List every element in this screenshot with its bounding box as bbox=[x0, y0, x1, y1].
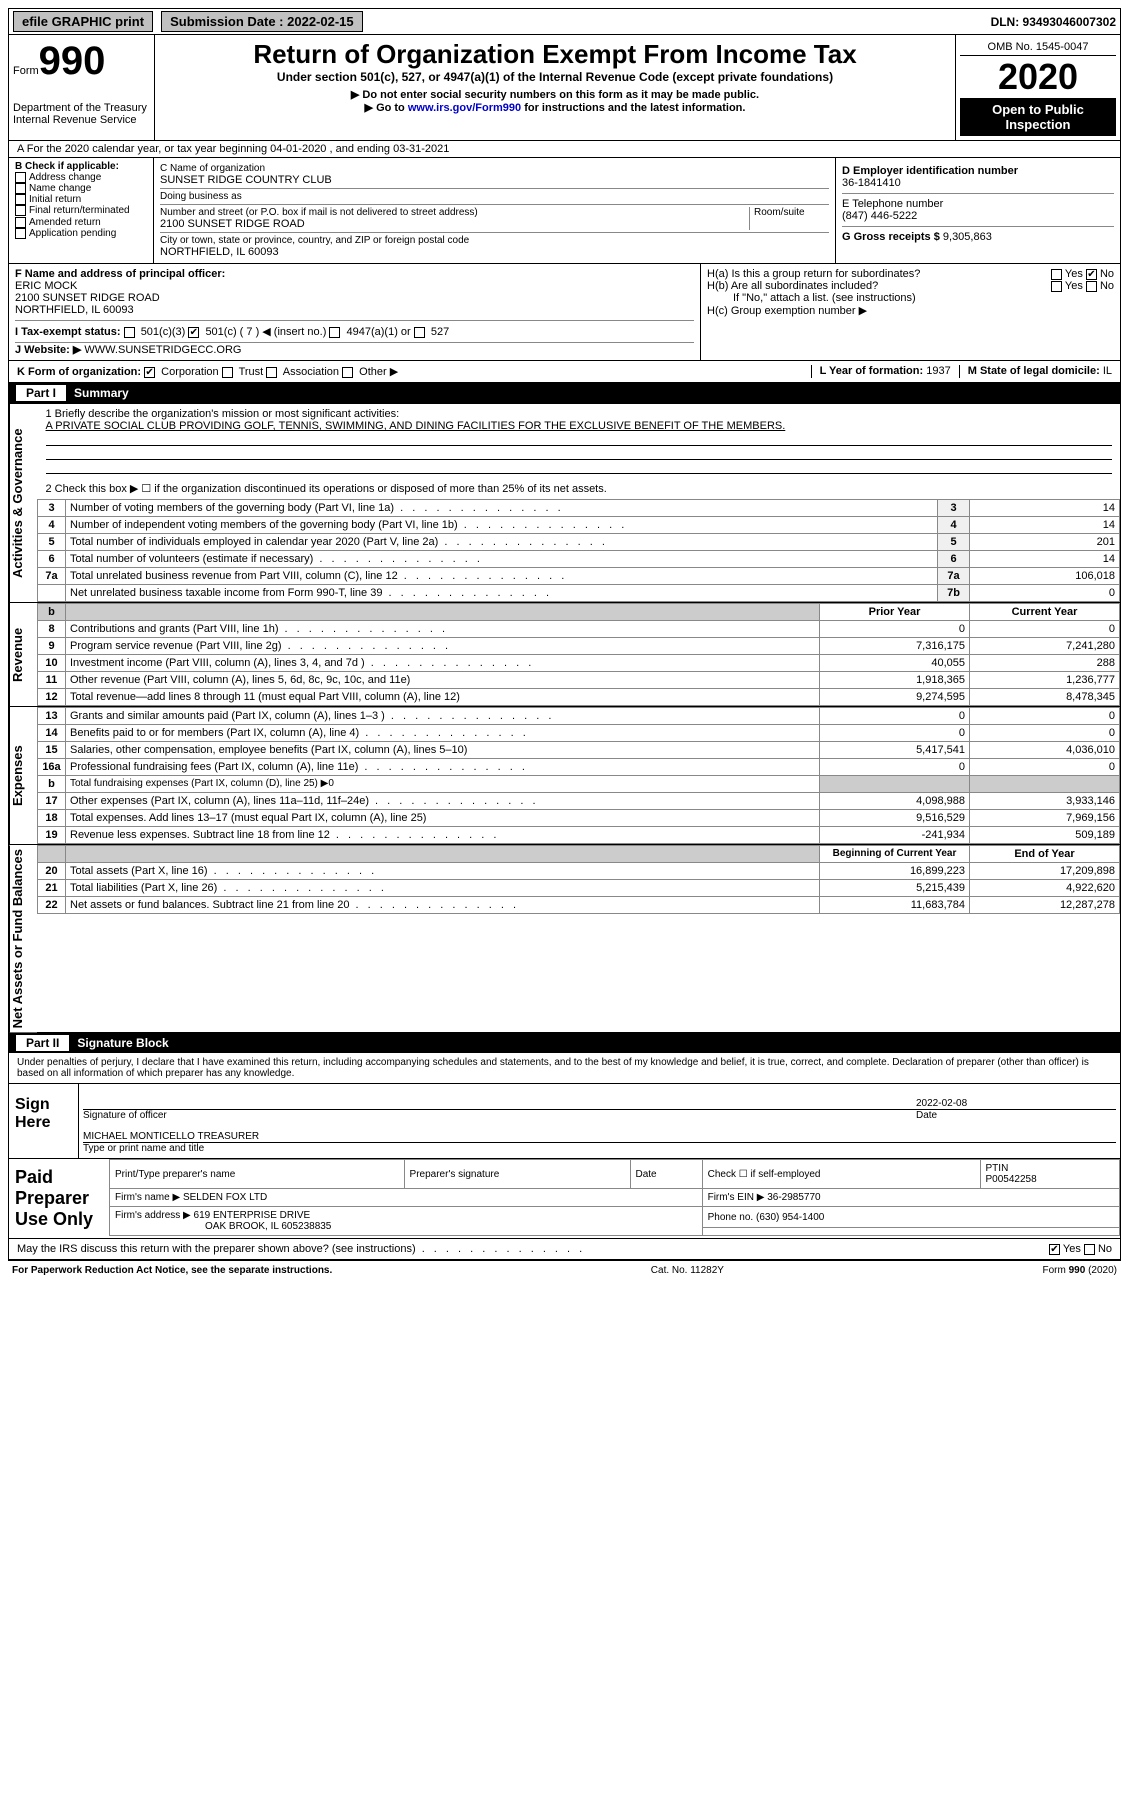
section-c: C Name of organizationSUNSET RIDGE COUNT… bbox=[154, 158, 835, 263]
firm-name: SELDEN FOX LTD bbox=[183, 1192, 267, 1203]
ein: 36-1841410 bbox=[842, 177, 901, 189]
cb-trust[interactable] bbox=[222, 367, 233, 378]
form-number: 990 bbox=[39, 39, 106, 84]
sign-here: Sign Here 2022-02-08 Signature of office… bbox=[8, 1084, 1121, 1159]
firm-ein: 36-2985770 bbox=[767, 1192, 820, 1203]
part2-header: Part IISignature Block bbox=[8, 1033, 1121, 1053]
officer-name: ERIC MOCK bbox=[15, 280, 77, 292]
cb-application[interactable]: Application pending bbox=[15, 228, 147, 239]
treasury-dept: Department of the Treasury Internal Reve… bbox=[13, 102, 150, 126]
tax-year-range: A For the 2020 calendar year, or tax yea… bbox=[8, 141, 1121, 158]
cb-initial-return[interactable]: Initial return bbox=[15, 194, 147, 205]
cb-amended[interactable]: Amended return bbox=[15, 217, 147, 228]
org-address: 2100 SUNSET RIDGE ROAD bbox=[160, 218, 305, 230]
topbar: efile GRAPHIC print Submission Date : 20… bbox=[8, 8, 1121, 35]
discuss-row: May the IRS discuss this return with the… bbox=[8, 1239, 1121, 1260]
form-label: Form bbox=[13, 65, 39, 77]
org-name: SUNSET RIDGE COUNTRY CLUB bbox=[160, 174, 332, 186]
tax-year: 2020 bbox=[960, 56, 1116, 98]
activities-governance: Activities & Governance 1 Briefly descri… bbox=[8, 403, 1121, 603]
form-org-row: K Form of organization: ✔ Corporation Tr… bbox=[8, 361, 1121, 383]
domicile: IL bbox=[1103, 365, 1112, 377]
irs-link[interactable]: www.irs.gov/Form990 bbox=[408, 102, 521, 114]
officer-signature[interactable] bbox=[83, 1098, 916, 1109]
expenses: Expenses 13Grants and similar amounts pa… bbox=[8, 707, 1121, 845]
revenue: Revenue bPrior YearCurrent Year 8Contrib… bbox=[8, 603, 1121, 707]
firm-phone: (630) 954-1400 bbox=[756, 1212, 824, 1223]
section-i: I Tax-exempt status: 501(c)(3) ✔ 501(c) … bbox=[15, 321, 694, 343]
inspection-badge: Open to Public Inspection bbox=[960, 98, 1116, 136]
mission: A PRIVATE SOCIAL CLUB PROVIDING GOLF, TE… bbox=[46, 420, 1112, 432]
paid-preparer: Paid Preparer Use Only Print/Type prepar… bbox=[8, 1159, 1121, 1239]
submission-date-button[interactable]: Submission Date : 2022-02-15 bbox=[161, 11, 363, 32]
cb-discuss-no[interactable] bbox=[1084, 1244, 1095, 1255]
section-b: B Check if applicable: Address change Na… bbox=[9, 158, 154, 263]
entity-block: B Check if applicable: Address change Na… bbox=[8, 158, 1121, 264]
instr-link: ▶ Go to www.irs.gov/Form990 for instruct… bbox=[163, 101, 947, 114]
org-city: NORTHFIELD, IL 60093 bbox=[160, 246, 279, 258]
omb-number: OMB No. 1545-0047 bbox=[960, 39, 1116, 56]
section-h: H(a) Is this a group return for subordin… bbox=[700, 264, 1120, 360]
firm-addr2: OAK BROOK, IL 605238835 bbox=[115, 1221, 331, 1232]
perjury-statement: Under penalties of perjury, I declare th… bbox=[8, 1053, 1121, 1084]
form-subtitle: Under section 501(c), 527, or 4947(a)(1)… bbox=[163, 70, 947, 84]
cb-501c[interactable]: ✔ bbox=[188, 327, 199, 338]
cb-4947[interactable] bbox=[329, 327, 340, 338]
lower-block: F Name and address of principal officer:… bbox=[8, 264, 1121, 361]
cb-ha-no[interactable]: ✔ bbox=[1086, 269, 1097, 280]
cb-hb-yes[interactable] bbox=[1051, 281, 1062, 292]
form-header: Form990 Department of the Treasury Inter… bbox=[8, 35, 1121, 141]
cb-discuss-yes[interactable]: ✔ bbox=[1049, 1244, 1060, 1255]
cb-assoc[interactable] bbox=[266, 367, 277, 378]
cb-final-return[interactable]: Final return/terminated bbox=[15, 205, 147, 216]
page-footer: For Paperwork Reduction Act Notice, see … bbox=[8, 1260, 1121, 1280]
cb-other[interactable] bbox=[342, 367, 353, 378]
telephone: (847) 446-5222 bbox=[842, 210, 917, 222]
gross-receipts: 9,305,863 bbox=[943, 231, 992, 243]
section-j: J Website: ▶ WWW.SUNSETRIDGECC.ORG bbox=[15, 343, 694, 356]
cb-name-change[interactable]: Name change bbox=[15, 183, 147, 194]
cb-address-change[interactable]: Address change bbox=[15, 172, 147, 183]
cb-corp[interactable]: ✔ bbox=[144, 367, 155, 378]
cb-ha-yes[interactable] bbox=[1051, 269, 1062, 280]
firm-addr1: 619 ENTERPRISE DRIVE bbox=[194, 1210, 311, 1221]
net-assets: Net Assets or Fund Balances Beginning of… bbox=[8, 845, 1121, 1033]
cb-527[interactable] bbox=[414, 327, 425, 338]
officer-typed-name: MICHAEL MONTICELLO TREASURER bbox=[83, 1121, 1116, 1143]
section-deg: D Employer identification number36-18414… bbox=[835, 158, 1120, 263]
dln: DLN: 93493046007302 bbox=[991, 15, 1116, 29]
section-f: F Name and address of principal officer:… bbox=[15, 268, 694, 321]
part1-header: Part ISummary bbox=[8, 383, 1121, 403]
ptin: P00542258 bbox=[986, 1174, 1037, 1185]
form-title: Return of Organization Exempt From Incom… bbox=[163, 39, 947, 70]
instr-ssn: ▶ Do not enter social security numbers o… bbox=[163, 88, 947, 101]
year-formed: 1937 bbox=[926, 365, 950, 377]
cb-hb-no[interactable] bbox=[1086, 281, 1097, 292]
website: WWW.SUNSETRIDGECC.ORG bbox=[84, 344, 241, 356]
efile-button[interactable]: efile GRAPHIC print bbox=[13, 11, 153, 32]
sign-date: 2022-02-08 bbox=[916, 1098, 1116, 1109]
cb-501c3[interactable] bbox=[124, 327, 135, 338]
